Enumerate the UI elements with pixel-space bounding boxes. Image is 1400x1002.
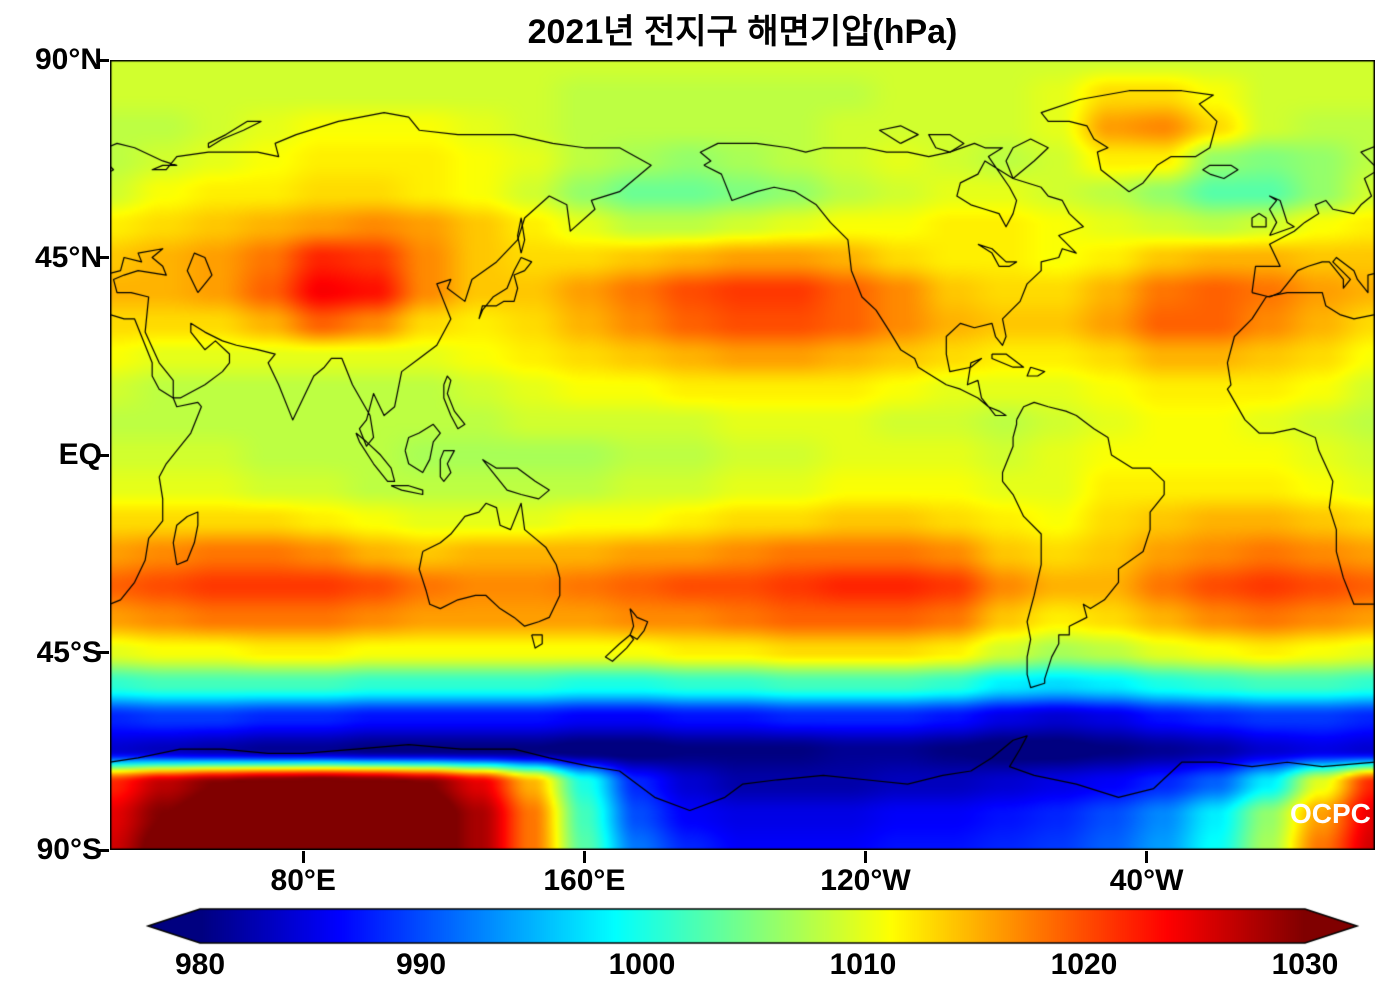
y-axis-tick-label: 90°S [36,833,102,866]
colorbar-tick-label: 1020 [1050,948,1118,981]
colorbar-tick-label: 1000 [608,948,676,981]
y-axis-tick [97,651,109,654]
map-canvas [110,60,1375,850]
x-axis-tick-label: 160°E [543,864,626,897]
x-axis-tick [301,851,305,863]
x-axis-tick [582,851,586,863]
y-axis-tick [97,256,109,259]
y-axis-tick-label: 90°N [34,43,102,76]
x-axis-tick [863,851,867,863]
colorbar-tick-label: 1010 [829,948,897,981]
y-axis-tick-label: EQ [58,438,102,471]
chart-title: 2021년 전지구 해면기압(hPa) [527,13,958,51]
colorbar-tick-label: 980 [174,948,226,981]
colorbar [130,906,1370,946]
y-axis-tick-label: 45°S [36,635,102,669]
y-axis-tick-label: 45°N [34,240,102,274]
colorbar-tick-label: 1030 [1271,948,1339,981]
x-axis-tick-label: 80°E [270,864,336,897]
x-axis-tick-label: 120°W [820,864,911,897]
y-axis-tick [97,453,109,457]
x-axis-tick-label: 40°W [1109,864,1184,897]
colorbar-tick-label: 990 [395,948,447,981]
y-axis-tick [97,848,109,852]
x-axis-tick [1145,851,1149,863]
watermark-ocpc: OCPC [1290,798,1371,829]
y-axis-tick [97,58,109,62]
